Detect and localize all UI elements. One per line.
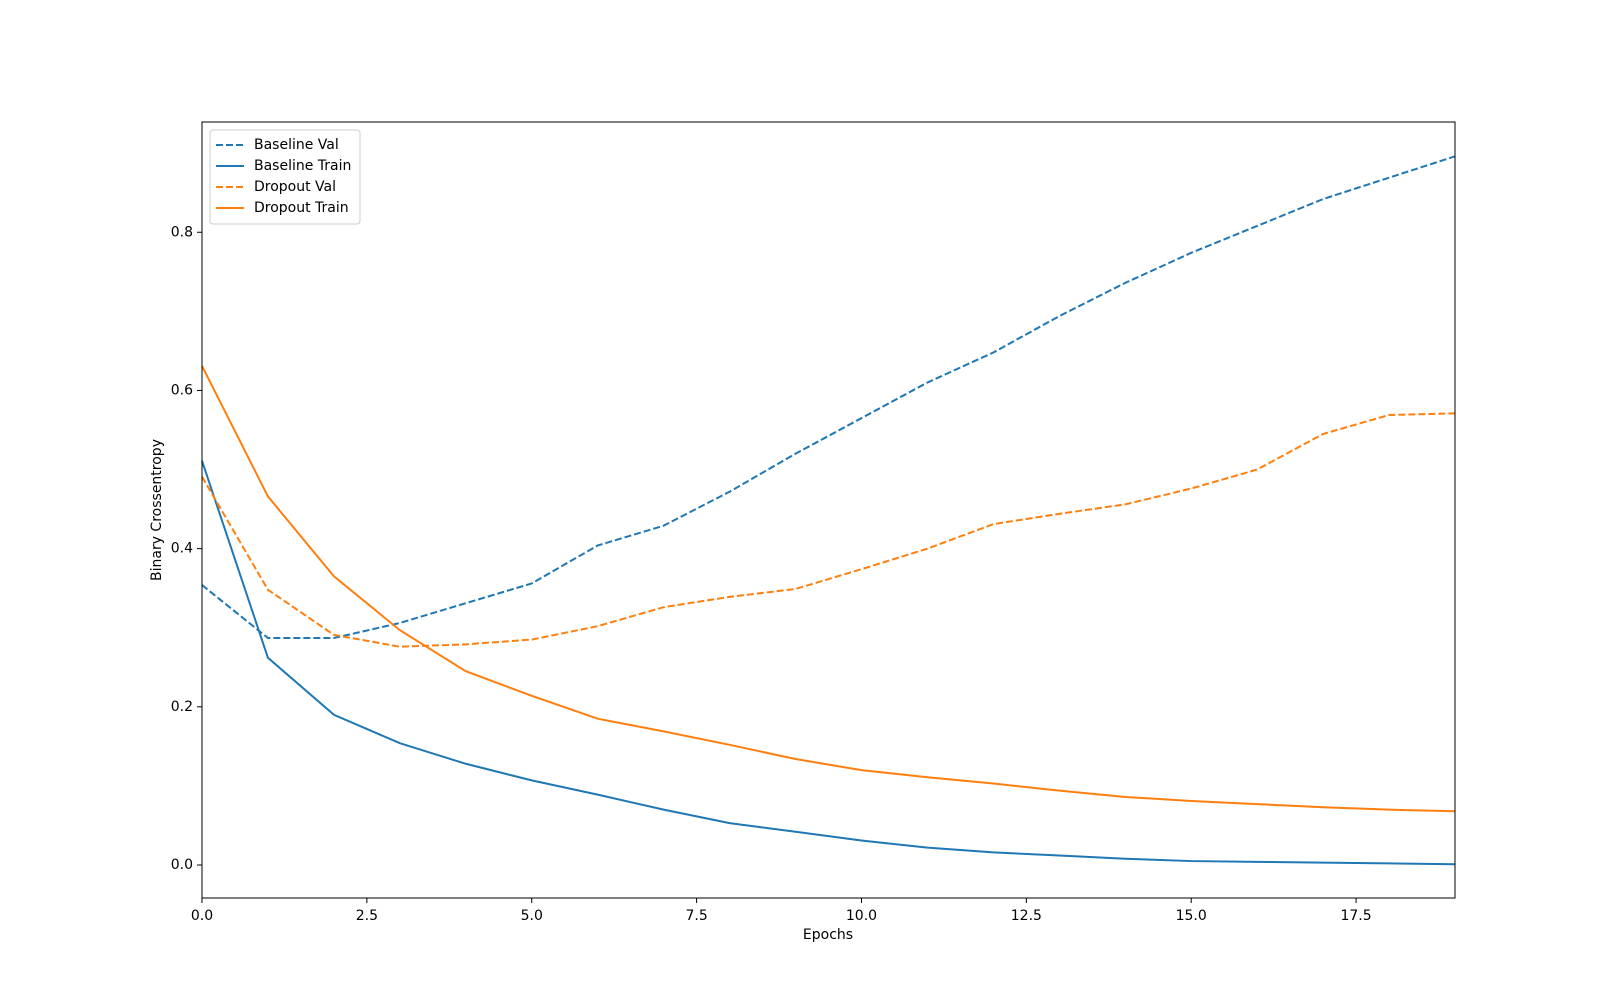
x-tick-label: 17.5 [1340, 908, 1371, 924]
x-tick-label: 0.0 [191, 908, 213, 924]
legend-box [209, 129, 361, 225]
x-tick-label: 15.0 [1176, 908, 1207, 924]
series-line [201, 412, 1456, 648]
x-tick-label: 7.5 [685, 908, 707, 924]
x-tick-label: 2.5 [356, 908, 378, 924]
x-tick-label: 5.0 [521, 908, 543, 924]
plot-frame [201, 121, 1456, 899]
legend-label: Dropout Val [254, 179, 336, 195]
y-tick-label: 0.8 [171, 224, 193, 240]
series-line [201, 155, 1456, 640]
x-tick-label: 10.0 [846, 908, 877, 924]
series-line [201, 460, 1456, 866]
y-tick-label: 0.2 [171, 699, 193, 715]
x-tick-label: 12.5 [1011, 908, 1042, 924]
legend: Baseline Val Baseline Train Dropout Val Dro… [209, 129, 361, 225]
legend-label: Baseline Val [254, 137, 339, 153]
x-axis-label: Epochs [803, 927, 853, 943]
y-axis-label: Binary Crossentropy [149, 439, 165, 581]
series-line [201, 365, 1456, 813]
y-tick-label: 0.4 [171, 541, 193, 557]
y-tick-label: 0.0 [171, 857, 193, 873]
y-tick-label: 0.6 [171, 382, 193, 398]
legend-label: Baseline Train [254, 158, 351, 174]
legend-label: Dropout Train [254, 200, 349, 216]
